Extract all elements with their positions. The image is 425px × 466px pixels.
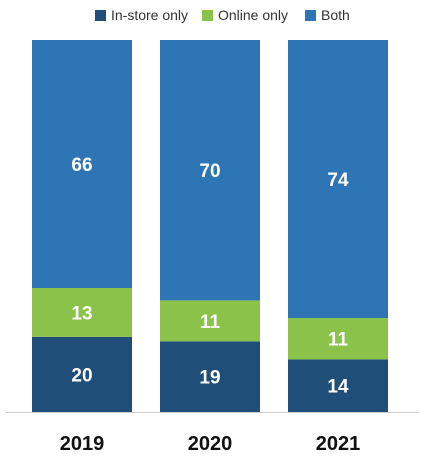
- bar-segment: [288, 359, 388, 412]
- bar-segment: [288, 40, 388, 319]
- bar-value-label: 11: [328, 330, 349, 351]
- bar-value-label: 14: [327, 377, 349, 398]
- legend-item: Online only: [202, 7, 288, 23]
- legend-swatch: [305, 10, 316, 21]
- legend-swatch: [95, 10, 106, 21]
- bar-segment: [160, 300, 260, 342]
- bar-segment: [32, 336, 132, 412]
- legend-item: In-store only: [95, 7, 188, 23]
- x-tick-label: 2020: [188, 433, 233, 455]
- legend-label: In-store only: [111, 7, 188, 23]
- x-axis-tick-labels: 2019 2020 2021: [60, 433, 361, 455]
- bar-value-label: 66: [71, 155, 92, 176]
- x-tick-label: 2019: [60, 433, 105, 455]
- legend-label: Online only: [218, 7, 288, 23]
- legend-item: Both: [305, 7, 350, 23]
- bar-segment: [32, 40, 132, 288]
- bar-value-label: 70: [199, 161, 220, 182]
- legend-swatch: [202, 10, 213, 21]
- bar-value-label: 11: [200, 312, 221, 333]
- bar-segment: [160, 40, 260, 301]
- bar-segment: [160, 341, 260, 412]
- bar-segment: [32, 288, 132, 337]
- bars: 20 13 66 19 11 70 14 11 74: [32, 40, 388, 412]
- bar-value-label: 19: [199, 368, 220, 389]
- x-tick-label: 2021: [316, 433, 361, 455]
- bar-value-label: 13: [71, 303, 92, 324]
- bar-value-label: 74: [327, 170, 349, 191]
- legend-label: Both: [321, 7, 350, 23]
- legend: In-store only Online only Both: [95, 7, 350, 23]
- bar-segment: [288, 318, 388, 360]
- bar-value-label: 20: [71, 365, 92, 386]
